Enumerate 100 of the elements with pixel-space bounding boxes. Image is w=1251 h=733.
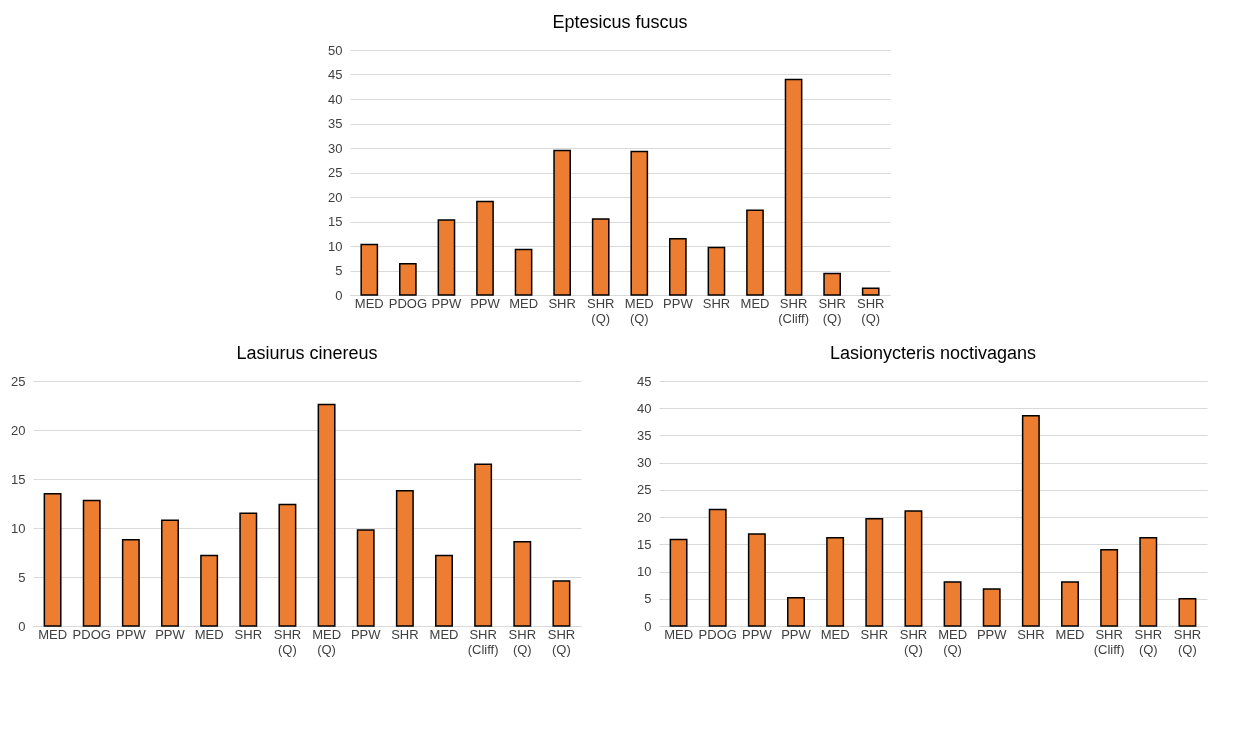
bar [200, 554, 219, 627]
y-tick-label: 15 [11, 471, 26, 487]
bar [356, 529, 375, 627]
x-tick-label: SHR (Q) [1173, 626, 1202, 657]
bar [474, 463, 493, 627]
bar [553, 149, 571, 296]
y-tick-label: 5 [18, 569, 26, 585]
x-tick-label: SHR (Q) [856, 295, 885, 326]
bar [861, 287, 880, 296]
bar [43, 492, 62, 627]
bar [1139, 537, 1158, 627]
bar [982, 588, 1001, 627]
y-tick-label: 25 [637, 482, 652, 498]
x-tick-label: SHR [234, 626, 263, 642]
y-tick-label: 45 [328, 67, 343, 82]
y-tick-label: 0 [644, 618, 652, 634]
y-tick-label: 10 [637, 564, 652, 580]
bar [669, 237, 687, 296]
x-tick-label: SHR (Cliff) [1093, 626, 1125, 657]
x-tick-label: PPW [663, 295, 694, 311]
bar [708, 508, 727, 627]
bar [707, 246, 726, 296]
y-tick-label: 0 [18, 618, 26, 634]
x-tick-label: PDOG [698, 626, 737, 642]
x-tick-label: MED [740, 295, 770, 311]
x-tick-label: PDOG [388, 295, 428, 311]
x-tick-label: PPW [976, 626, 1008, 642]
x-tick-label: SHR (Q) [586, 295, 615, 326]
y-tick-label: 45 [637, 373, 652, 389]
bar [1021, 415, 1040, 627]
y-tick-label: 20 [328, 189, 343, 205]
y-tick-label: 5 [644, 591, 652, 607]
y-tick-label: 25 [11, 373, 26, 389]
x-tick-label: MED [194, 626, 224, 642]
bar [787, 596, 805, 627]
y-tick-label: 40 [328, 91, 343, 107]
x-tick-label: PPW [116, 626, 147, 642]
y-tick-label: 35 [328, 116, 343, 131]
x-tick-label: MED (Q) [938, 626, 968, 657]
x-tick-label: SHR (Cliff) [778, 295, 809, 326]
bar [435, 554, 453, 627]
x-tick-label: PPW [350, 626, 382, 642]
chart-title: Lasionycteris noctivagans [829, 343, 1037, 363]
x-tick-label: MED [1055, 626, 1085, 642]
bar [514, 248, 533, 296]
x-tick-label: PPW [431, 295, 462, 311]
chart-title: Lasiurus cinereus [236, 343, 378, 363]
bar [1061, 581, 1079, 627]
x-tick-label: PPW [470, 295, 501, 311]
bar [437, 219, 456, 296]
x-tick-label: MED [664, 626, 694, 642]
bar [476, 200, 494, 296]
bar [239, 512, 258, 627]
y-tick-label: 20 [637, 509, 652, 525]
bar [865, 517, 884, 627]
bar [161, 519, 179, 627]
x-tick-label: SHR (Q) [508, 626, 537, 657]
y-tick-label: 5 [335, 263, 343, 278]
bar [904, 510, 923, 627]
x-tick-label: MED (Q) [312, 626, 342, 657]
y-tick-label: 10 [328, 238, 343, 254]
y-tick-label: 40 [637, 400, 652, 416]
bar [669, 538, 688, 627]
x-tick-label: SHR (Q) [899, 626, 928, 657]
bar [399, 262, 417, 296]
x-tick-label: MED [38, 626, 68, 642]
x-tick-label: MED [354, 295, 384, 311]
y-tick-label: 50 [328, 42, 343, 58]
x-tick-label: PPW [781, 626, 812, 642]
x-tick-label: MED [429, 626, 459, 642]
bar [943, 581, 962, 627]
bar [1100, 549, 1119, 627]
x-tick-label: PDOG [72, 626, 111, 642]
x-tick-label: SHR (Q) [818, 295, 846, 326]
y-tick-label: 15 [328, 214, 343, 229]
bar [784, 78, 803, 296]
bar [395, 490, 414, 627]
x-tick-label: SHR (Q) [273, 626, 302, 657]
bar [630, 150, 649, 296]
chart-title: Eptesicus fuscus [552, 12, 688, 32]
x-tick-label: SHR (Q) [1134, 626, 1163, 657]
bar [317, 403, 336, 627]
bar [826, 537, 845, 627]
bar [82, 499, 101, 627]
bar [823, 272, 841, 296]
bar [591, 218, 610, 296]
y-tick-label: 30 [637, 455, 652, 471]
bar [121, 539, 140, 627]
x-tick-label: SHR [1017, 626, 1045, 642]
y-tick-label: 10 [11, 520, 26, 536]
x-tick-label: SHR [548, 295, 576, 311]
x-tick-label: MED [820, 626, 850, 642]
x-tick-label: SHR [702, 295, 731, 311]
y-tick-label: 35 [637, 427, 652, 443]
x-tick-label: MED (Q) [624, 295, 654, 326]
bar [360, 243, 379, 296]
x-tick-label: MED [509, 295, 539, 311]
y-tick-label: 0 [335, 287, 343, 303]
x-tick-label: PPW [742, 626, 773, 642]
bar [278, 503, 297, 627]
